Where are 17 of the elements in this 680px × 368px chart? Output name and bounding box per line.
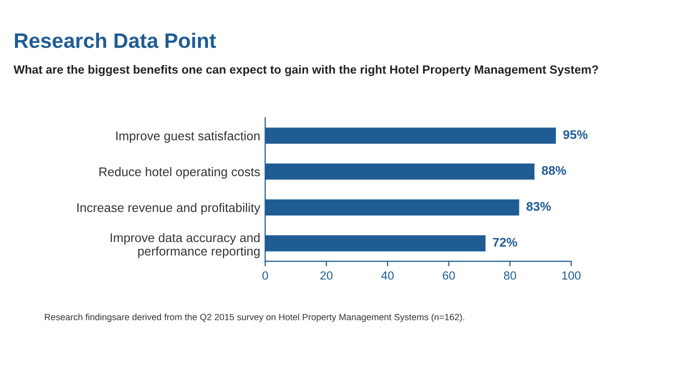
- y-tick-label: Increase revenue and profitability: [77, 202, 260, 215]
- chart-title: Research Data Point: [14, 32, 216, 48]
- x-tick-label: 40: [381, 271, 394, 280]
- y-tick-label: Improve data accuracy and performance reporting: [110, 232, 260, 258]
- data-label: 72%: [493, 238, 518, 247]
- chart-subtitle: What are the biggest benefits one can expect to gain with the right Hotel Property Management System?: [14, 65, 598, 76]
- x-tick-label: 60: [442, 271, 455, 280]
- x-tick-label: 80: [504, 271, 516, 280]
- data-label: 88%: [542, 166, 566, 175]
- data-label: 95%: [563, 130, 588, 140]
- y-tick-label: Improve guest satisfaction: [116, 131, 260, 143]
- x-tick-label: 0: [262, 271, 268, 280]
- x-tick-label: 20: [320, 271, 333, 280]
- data-label: 83%: [526, 202, 551, 211]
- y-tick-label: Reduce hotel operating costs: [99, 167, 260, 179]
- text: Research findingsare derived from the Q2 2015 survey on Hotel Property Management Systems (n=162).: [44, 314, 464, 322]
- x-tick-label: 100: [562, 271, 581, 280]
